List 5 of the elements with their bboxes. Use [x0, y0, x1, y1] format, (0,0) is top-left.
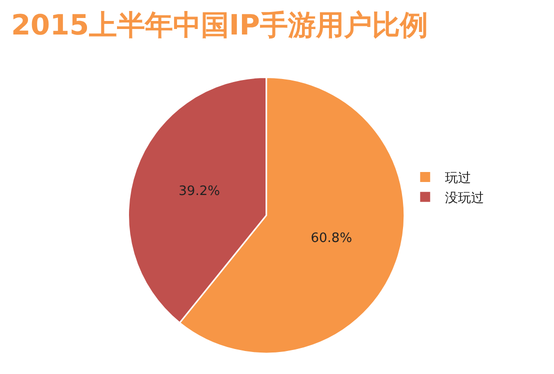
legend-label: 没玩过: [445, 190, 484, 206]
data-label: 60.8%: [310, 230, 352, 246]
chart-title: 2015上半年中国IP手游用户比例: [11, 8, 428, 42]
data-label: 39.2%: [178, 184, 220, 200]
legend-label: 玩过: [445, 171, 472, 186]
